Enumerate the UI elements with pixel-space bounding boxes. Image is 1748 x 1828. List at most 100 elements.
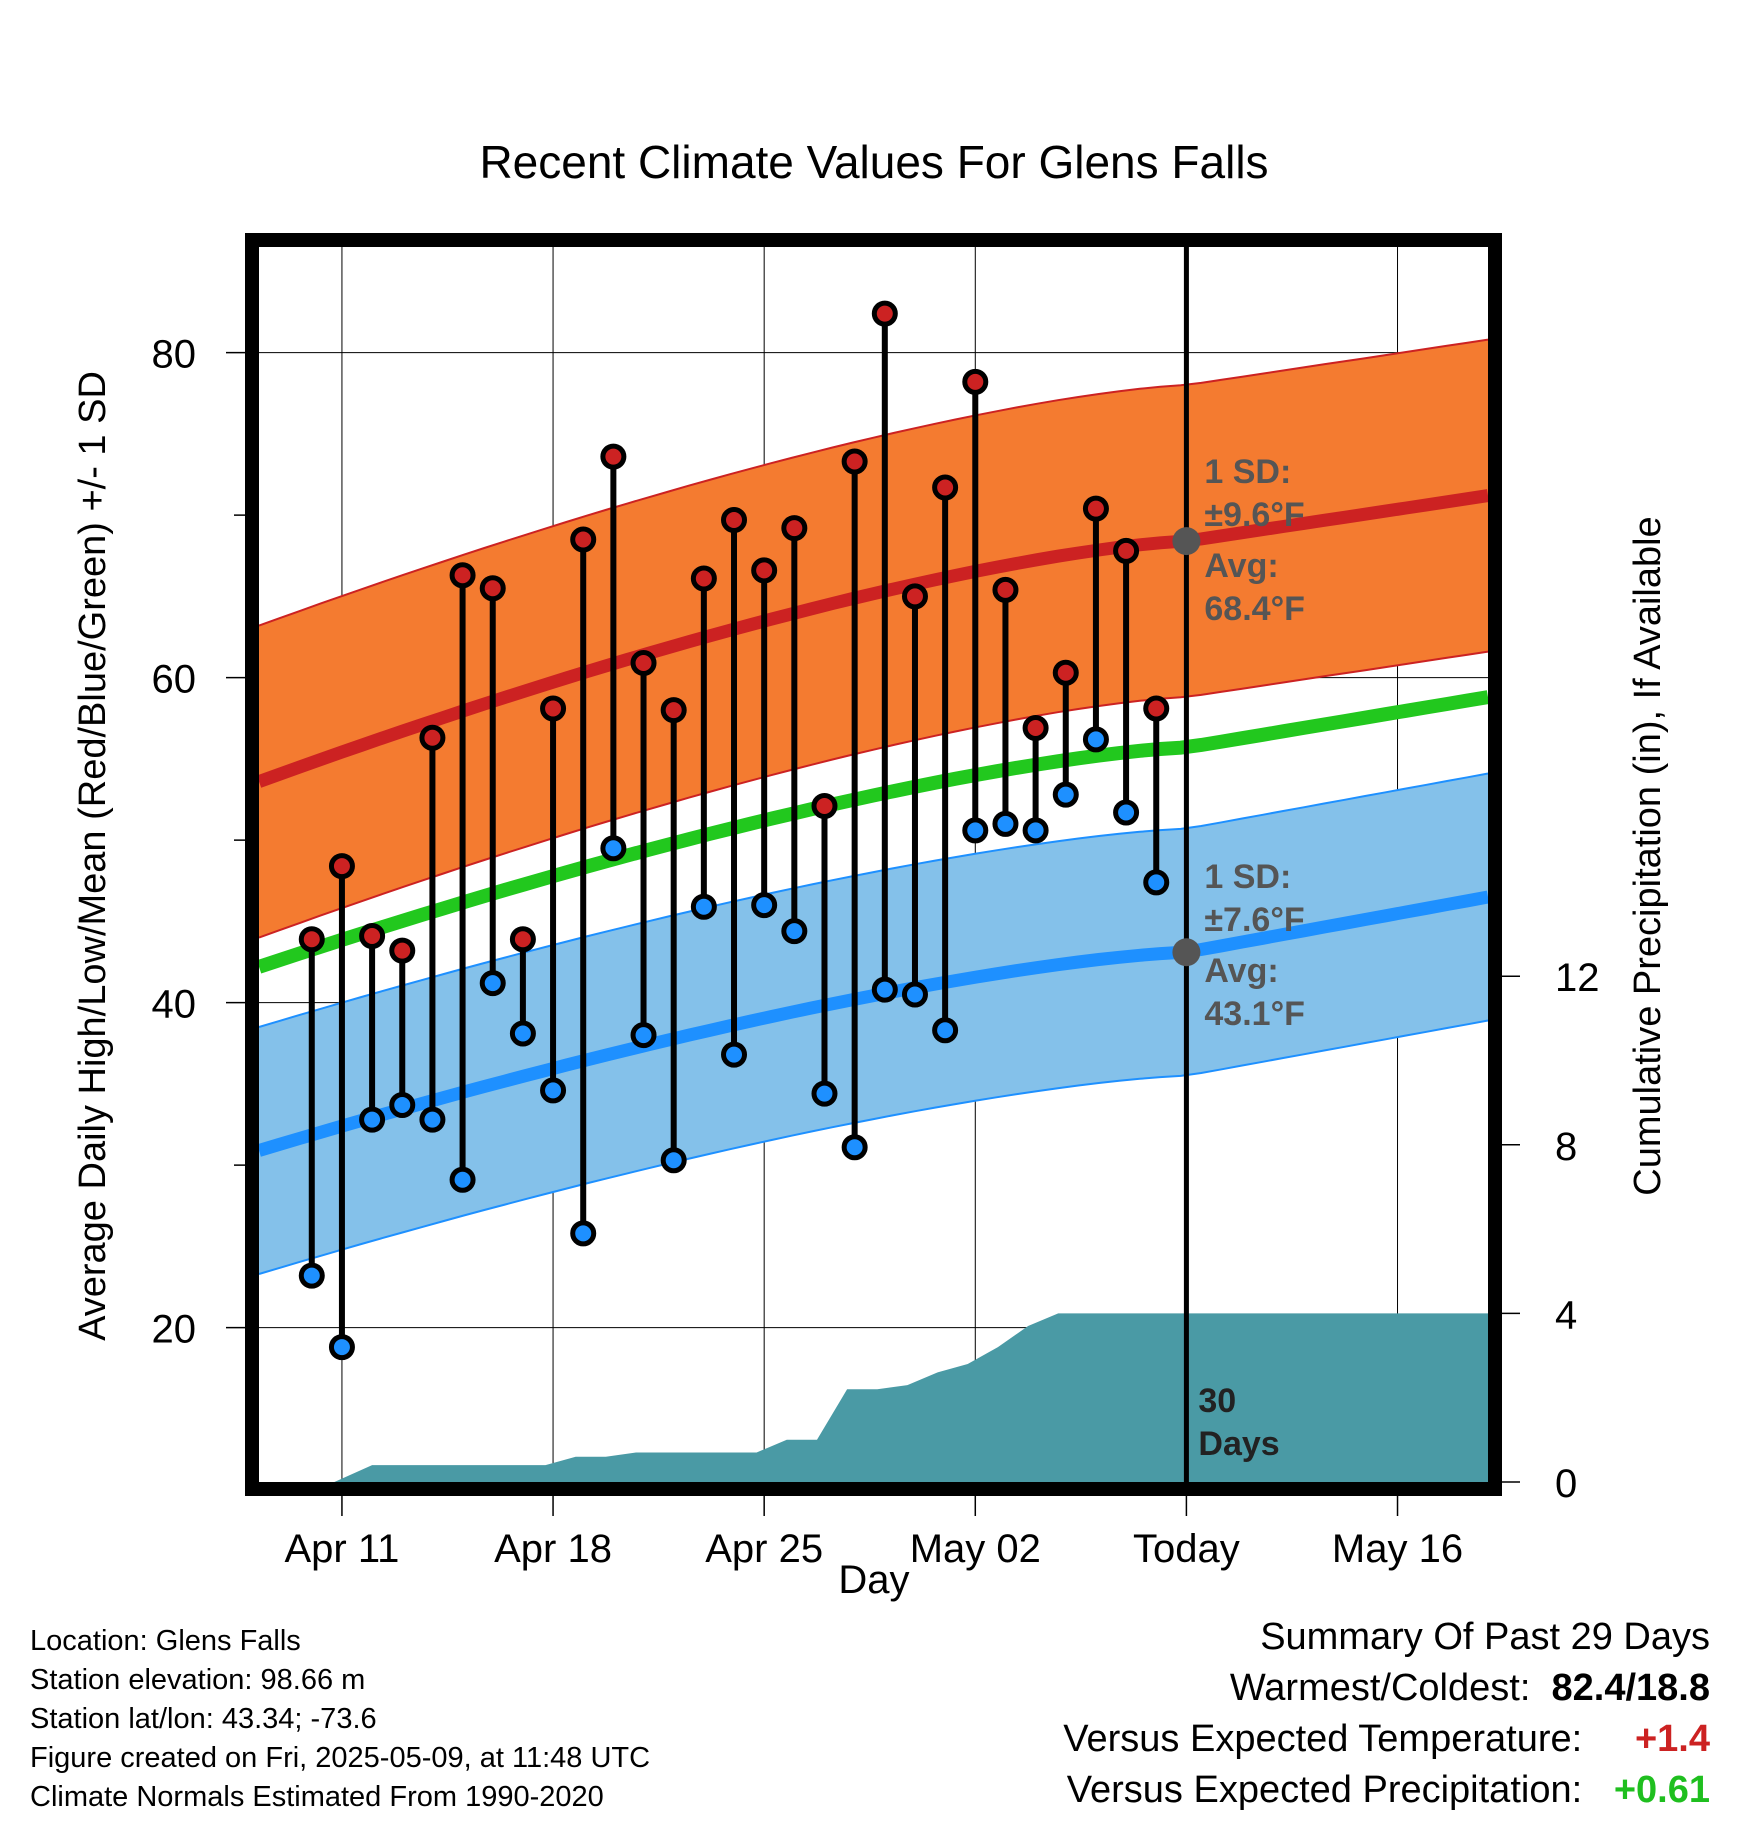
y-tick-label: 40 bbox=[152, 983, 197, 1027]
temp-row: Versus Expected Temperature: +1.4 bbox=[1063, 1714, 1710, 1765]
low-sd-label: 1 SD: bbox=[1204, 858, 1291, 896]
y2-tick-label: 12 bbox=[1555, 956, 1600, 1000]
daily-high-point bbox=[1143, 695, 1170, 722]
daily-low-point bbox=[570, 1220, 597, 1247]
daily-low-point bbox=[660, 1147, 687, 1174]
daily-low-point bbox=[359, 1106, 386, 1133]
daily-high-point bbox=[298, 926, 325, 953]
high-avg-label: Avg: bbox=[1204, 547, 1278, 585]
daily-high-point bbox=[1082, 495, 1109, 522]
daily-low-point bbox=[1082, 726, 1109, 753]
daily-high-point bbox=[901, 583, 928, 610]
x-axis-label: Day bbox=[838, 1558, 909, 1602]
y2-axis-label: Cumulative Precipitation (in), If Availa… bbox=[1627, 516, 1669, 1195]
daily-low-point bbox=[1022, 817, 1049, 844]
daily-low-point bbox=[328, 1334, 355, 1361]
y2-tick-label: 4 bbox=[1555, 1293, 1577, 1337]
latlon-text: Station lat/lon: 43.34; -73.6 bbox=[30, 1703, 377, 1735]
station-info: Location: Glens Falls Station elevation:… bbox=[30, 1622, 650, 1817]
daily-high-point bbox=[751, 557, 778, 584]
x-tick-label: Today bbox=[1133, 1527, 1240, 1571]
high-avg-value: 68.4°F bbox=[1204, 590, 1305, 628]
daily-high-point bbox=[570, 526, 597, 553]
precip-label: Versus Expected Precipitation: bbox=[1066, 1769, 1583, 1811]
temp-value: +1.4 bbox=[1634, 1718, 1710, 1760]
daily-low-point bbox=[600, 835, 627, 862]
daily-high-point bbox=[359, 923, 386, 949]
daily-low-point bbox=[690, 893, 717, 920]
warmest-label: Warmest/Coldest: bbox=[1229, 1667, 1531, 1709]
today-low-average-marker bbox=[1172, 938, 1201, 967]
daily-low-point bbox=[992, 810, 1019, 837]
y-tick-label: 60 bbox=[152, 658, 197, 702]
daily-high-point bbox=[389, 937, 416, 964]
plot-area: 1 SD: ±9.6°F Avg: 68.4°F 1 SD: ±7.6°F Avg: 43.1… bbox=[152, 233, 1600, 1571]
y-axis-label: Average Daily High/Low/Mean (Red/Blue/Gr… bbox=[72, 371, 114, 1341]
high-sd-upper-edge bbox=[258, 338, 1489, 627]
daily-low-point bbox=[811, 1080, 838, 1107]
high-sd-band bbox=[259, 339, 1488, 938]
daily-high-point bbox=[992, 576, 1019, 603]
daily-low-point bbox=[509, 1020, 536, 1047]
y-tick-label: 20 bbox=[152, 1308, 197, 1352]
daily-low-point bbox=[932, 1017, 959, 1044]
low-avg-value: 43.1°F bbox=[1204, 995, 1305, 1033]
daily-low-point bbox=[479, 970, 506, 997]
normals-text: Climate Normals Estimated From 1990-2020 bbox=[30, 1781, 604, 1813]
daily-high-point bbox=[479, 575, 506, 602]
daily-high-point bbox=[328, 853, 355, 880]
daily-high-point bbox=[781, 515, 808, 542]
x-tick-label: May 16 bbox=[1332, 1527, 1463, 1571]
low-sd-value: ±7.6°F bbox=[1204, 901, 1304, 939]
precip-value: +0.61 bbox=[1613, 1769, 1710, 1811]
x-tick-label: May 02 bbox=[910, 1527, 1041, 1571]
chart-title: Recent Climate Values For Glens Falls bbox=[479, 136, 1268, 188]
high-sd-label: 1 SD: bbox=[1204, 453, 1291, 491]
y2-tick-label: 0 bbox=[1555, 1462, 1577, 1506]
low-sd-band bbox=[259, 773, 1488, 1274]
warmest-value: 82.4/18.8 bbox=[1551, 1667, 1710, 1709]
daily-high-point bbox=[1022, 715, 1049, 741]
summary-title: Summary Of Past 29 Days bbox=[1260, 1616, 1710, 1658]
daily-low-point bbox=[901, 981, 928, 1008]
low-avg-label: Avg: bbox=[1204, 952, 1278, 990]
y2-tick-label: 8 bbox=[1555, 1125, 1577, 1169]
daily-high-point bbox=[932, 474, 959, 501]
daily-low-point bbox=[419, 1106, 446, 1133]
daily-high-point bbox=[509, 926, 536, 953]
daily-high-point bbox=[962, 368, 989, 395]
daily-low-point bbox=[298, 1262, 325, 1289]
x-tick-label: Apr 18 bbox=[494, 1527, 612, 1571]
x-tick-label: Apr 25 bbox=[705, 1527, 823, 1571]
location-text: Location: Glens Falls bbox=[30, 1625, 301, 1657]
daily-low-point bbox=[841, 1134, 868, 1161]
daily-low-point bbox=[1113, 799, 1140, 826]
precip-row: Versus Expected Precipitation: +0.61 bbox=[1063, 1765, 1710, 1816]
daily-low-point bbox=[751, 892, 778, 919]
days-count-label: 30 bbox=[1198, 1382, 1236, 1420]
temp-label: Versus Expected Temperature: bbox=[1063, 1718, 1583, 1760]
daily-low-point bbox=[781, 918, 808, 945]
daily-high-point bbox=[600, 443, 627, 470]
plot-frame bbox=[245, 233, 1502, 1496]
daily-low-point bbox=[1143, 869, 1170, 896]
daily-low-point bbox=[540, 1077, 567, 1104]
climate-chart: Recent Climate Values For Glens Falls 1 … bbox=[72, 136, 1669, 1602]
daily-high-point bbox=[811, 793, 838, 819]
precipitation-area bbox=[259, 1313, 1488, 1482]
daily-high-point bbox=[721, 507, 748, 533]
elevation-text: Station elevation: 98.66 m bbox=[30, 1664, 366, 1696]
daily-low-point bbox=[1052, 781, 1079, 808]
daily-low-point bbox=[630, 1022, 657, 1049]
summary-panel: Summary Of Past 29 Days Warmest/Coldest:… bbox=[1063, 1612, 1710, 1816]
daily-high-point bbox=[690, 565, 717, 592]
low-sd-lower-edge bbox=[258, 1019, 1489, 1275]
days-unit-label: Days bbox=[1198, 1425, 1279, 1463]
x-tick-label: Apr 11 bbox=[284, 1527, 399, 1571]
daily-low-point bbox=[721, 1041, 748, 1068]
daily-high-point bbox=[871, 300, 898, 327]
daily-high-point bbox=[1052, 659, 1079, 686]
daily-high-point bbox=[1113, 537, 1140, 564]
daily-high-point bbox=[660, 697, 687, 724]
daily-low-point bbox=[449, 1166, 476, 1193]
